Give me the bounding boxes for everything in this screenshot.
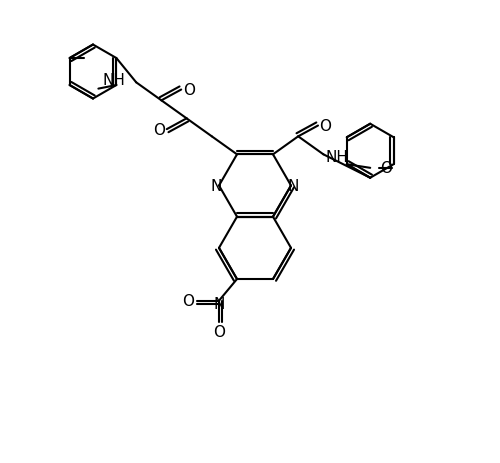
Text: O: O — [182, 83, 194, 98]
Text: N: N — [214, 296, 224, 311]
Text: O: O — [154, 122, 166, 138]
Text: NH: NH — [326, 150, 349, 165]
Text: O: O — [213, 324, 225, 339]
Text: O: O — [320, 119, 332, 134]
Text: N: N — [288, 179, 299, 194]
Text: N: N — [211, 179, 222, 194]
Text: NH: NH — [102, 73, 125, 88]
Text: O: O — [182, 294, 194, 308]
Text: O: O — [380, 161, 392, 176]
